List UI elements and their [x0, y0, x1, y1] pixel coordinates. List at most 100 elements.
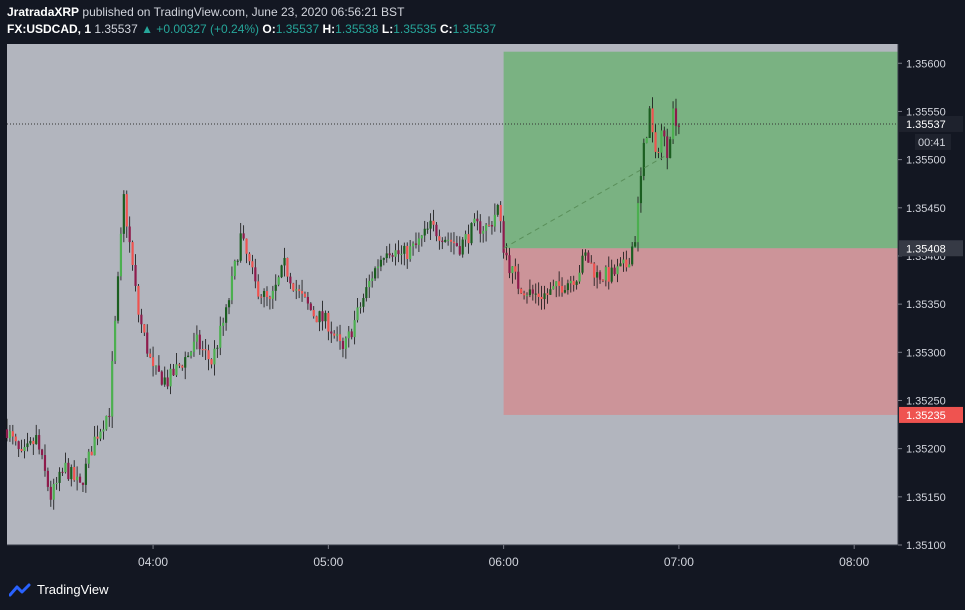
candle-body — [566, 283, 569, 291]
candle-body — [187, 355, 190, 358]
candle-body — [517, 271, 520, 289]
candle-body — [160, 371, 163, 385]
candle-body — [76, 476, 79, 481]
candle-body — [146, 332, 149, 354]
tradingview-icon — [9, 583, 31, 596]
last-price-badge: 1.35537 — [906, 119, 946, 131]
candle-body — [283, 257, 286, 266]
candle-body — [8, 431, 12, 439]
candle-body — [35, 435, 38, 445]
candle-body — [125, 194, 128, 227]
close-value: 1.35537 — [452, 22, 497, 36]
candle-body — [514, 266, 517, 272]
candle-body — [455, 243, 458, 247]
price-tick-label: 1.35500 — [906, 155, 946, 167]
candle-body — [116, 276, 120, 321]
price-tick-label: 1.35350 — [906, 299, 946, 311]
open-value: 1.35537 — [275, 22, 320, 36]
candle-body — [344, 338, 347, 349]
symbol-name[interactable]: FX:USDCAD, 1 — [7, 22, 92, 36]
tradingview-logo[interactable]: TradingView — [9, 582, 109, 597]
price-tick-label: 1.35200 — [906, 444, 946, 456]
candle-body — [496, 204, 499, 215]
candle-body — [461, 239, 464, 255]
candle-body — [14, 436, 17, 442]
candle-body — [511, 266, 514, 274]
candle-body — [464, 234, 467, 240]
candle-body — [280, 265, 283, 278]
open-label: O: — [262, 22, 276, 36]
candle-body — [604, 267, 607, 281]
candle-body — [143, 324, 146, 333]
candle-body — [181, 365, 184, 368]
candle-body — [458, 246, 461, 255]
time-tick-label: 05:00 — [313, 555, 343, 569]
candle-body — [64, 462, 67, 473]
author-name[interactable]: JratradaXRP — [7, 5, 80, 19]
last-price-text: 1.35537 — [94, 22, 138, 36]
candle-body — [216, 347, 219, 349]
candle-body — [198, 334, 201, 350]
candle-body — [26, 443, 29, 448]
candle-body — [341, 340, 345, 349]
candle-body — [555, 281, 558, 287]
time-tick-label: 07:00 — [664, 555, 694, 569]
candle-body — [581, 255, 584, 273]
candle-body — [522, 293, 526, 296]
candle-body — [666, 136, 669, 158]
candle-body — [140, 314, 143, 325]
candle-body — [306, 296, 309, 304]
candle-body — [584, 252, 587, 256]
candle-body — [660, 130, 663, 153]
candle-body — [55, 482, 58, 484]
high-value: 1.35538 — [335, 22, 379, 36]
candle-body — [376, 266, 380, 269]
candle-body — [484, 224, 488, 231]
candle-body — [239, 233, 242, 261]
candle-body — [321, 311, 324, 322]
candle-body — [359, 306, 362, 308]
candle-body — [444, 239, 447, 242]
candle-body — [350, 331, 353, 338]
trade-line — [503, 154, 668, 249]
candle-body — [549, 289, 552, 295]
candle-body — [639, 175, 643, 204]
candle-body — [365, 287, 368, 299]
time-tick-label: 06:00 — [489, 555, 519, 569]
candle-body — [227, 300, 231, 308]
candle-body — [137, 285, 140, 315]
profit-zone — [503, 51, 898, 249]
candle-body — [81, 482, 85, 485]
candle-body — [487, 224, 491, 226]
candle-body — [23, 447, 26, 451]
candle-body — [669, 139, 672, 158]
price-tick-label: 1.35450 — [906, 203, 946, 215]
candle-body — [260, 296, 263, 298]
price-tick-label: 1.35100 — [906, 540, 946, 552]
candle-body — [17, 441, 20, 450]
candle-body — [540, 296, 543, 300]
candle-body — [677, 125, 681, 127]
candle-body — [502, 221, 505, 253]
candle-body — [610, 267, 613, 282]
candle-body — [219, 325, 222, 348]
candle-body — [537, 293, 540, 297]
candle-body — [400, 253, 403, 255]
candle-body — [371, 278, 374, 281]
candle-body — [32, 440, 35, 445]
candle-body — [449, 239, 453, 242]
candle-body — [169, 368, 172, 387]
candle-body — [90, 451, 93, 456]
candle-body — [286, 257, 289, 277]
price-tick-label: 1.35300 — [906, 347, 946, 359]
candle-body — [391, 255, 394, 257]
candle-body — [230, 276, 234, 301]
candle-body — [78, 476, 82, 483]
candle-body — [61, 471, 64, 473]
symbol-info: FX:USDCAD, 1 1.35537 ▲ +0.00327 (+0.24%)… — [7, 22, 496, 36]
candle-body — [356, 307, 359, 321]
candle-body — [318, 311, 321, 323]
candle-body — [315, 316, 318, 323]
candle-body — [248, 253, 251, 262]
